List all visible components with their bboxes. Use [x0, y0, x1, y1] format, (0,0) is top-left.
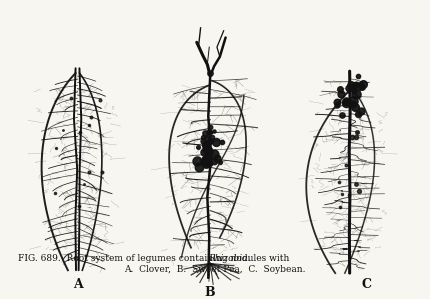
Text: Rhizobia.: Rhizobia.	[208, 254, 250, 263]
Text: A: A	[73, 278, 82, 291]
Text: C: C	[361, 278, 371, 291]
Text: FIG. 689.  Root system of legumes containing nodules with: FIG. 689. Root system of legumes contain…	[18, 254, 292, 263]
Text: A.  Clover,  B.  Sweet Pea,  C.  Soybean.: A. Clover, B. Sweet Pea, C. Soybean.	[124, 265, 305, 274]
Text: B: B	[204, 286, 215, 299]
